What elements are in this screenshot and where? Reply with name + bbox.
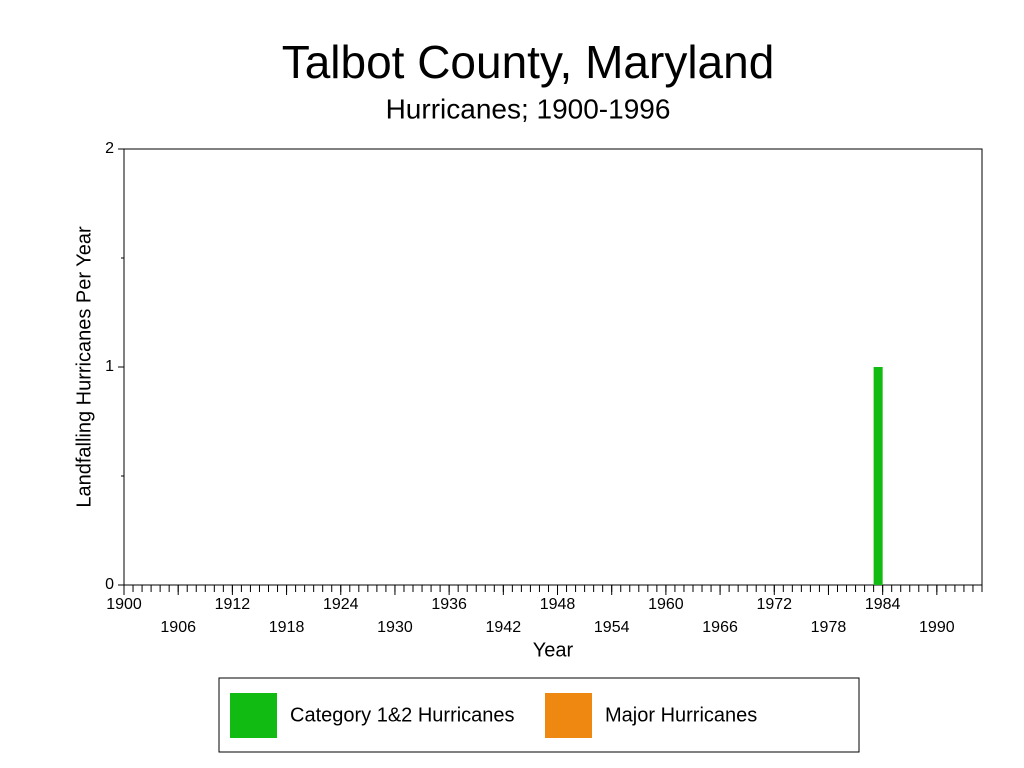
chart-subtitle: Hurricanes; 1900-1996 bbox=[386, 93, 671, 124]
x-tick-label: 1906 bbox=[160, 619, 196, 636]
x-tick-label: 1924 bbox=[323, 596, 359, 613]
x-tick-label: 1900 bbox=[106, 596, 142, 613]
chart-title: Talbot County, Maryland bbox=[282, 36, 775, 88]
x-tick-label: 1954 bbox=[594, 619, 630, 636]
x-tick-label: 1912 bbox=[215, 596, 251, 613]
legend-label: Category 1&2 Hurricanes bbox=[290, 704, 515, 726]
bar bbox=[873, 367, 883, 585]
y-tick-label: 1 bbox=[105, 358, 114, 375]
legend-swatch bbox=[230, 693, 277, 738]
x-tick-label: 1990 bbox=[919, 619, 955, 636]
legend-swatch bbox=[545, 693, 592, 738]
x-tick-label: 1984 bbox=[865, 596, 901, 613]
x-tick-label: 1930 bbox=[377, 619, 413, 636]
y-tick-label: 2 bbox=[105, 140, 114, 157]
x-tick-label: 1966 bbox=[702, 619, 738, 636]
y-tick-label: 0 bbox=[105, 576, 114, 593]
x-axis-label: Year bbox=[533, 639, 574, 661]
x-tick-label: 1978 bbox=[811, 619, 847, 636]
x-tick-label: 1936 bbox=[431, 596, 467, 613]
x-tick-label: 1918 bbox=[269, 619, 305, 636]
x-tick-label: 1972 bbox=[756, 596, 792, 613]
plot-frame bbox=[123, 148, 983, 586]
x-tick-label: 1948 bbox=[540, 596, 576, 613]
legend bbox=[218, 677, 860, 753]
legend-label: Major Hurricanes bbox=[605, 704, 757, 726]
x-tick-label: 1960 bbox=[648, 596, 684, 613]
x-tick-label: 1942 bbox=[486, 619, 522, 636]
y-axis-label: Landfalling Hurricanes Per Year bbox=[73, 226, 95, 508]
